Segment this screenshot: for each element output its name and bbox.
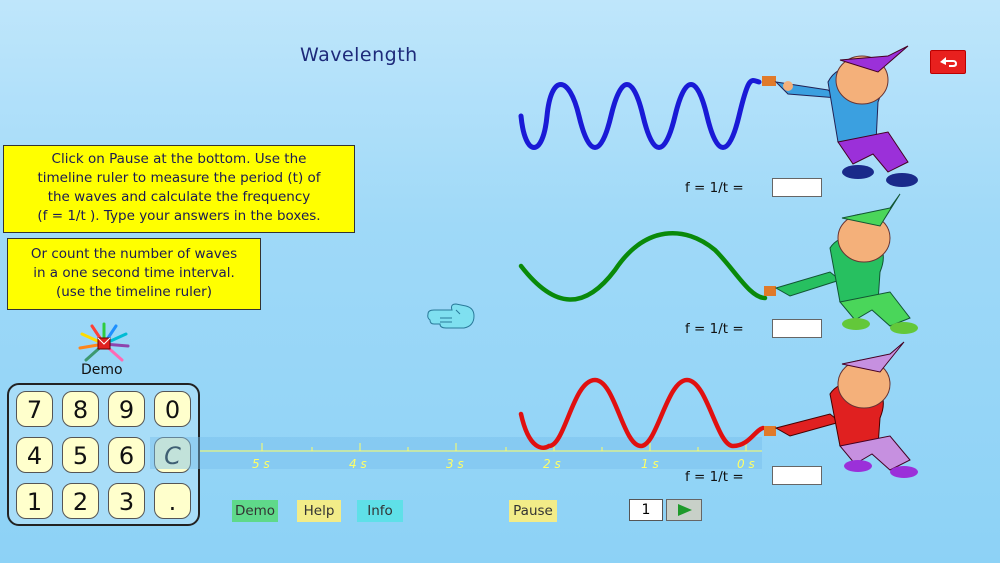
wave-top: [518, 78, 762, 150]
instruction-line: the waves and calculate the frequency: [47, 189, 311, 205]
wave-middle: [518, 230, 768, 302]
instruction-line: in a one second time interval.: [33, 265, 235, 281]
answer-input-top[interactable]: [772, 178, 822, 197]
answer-input-middle[interactable]: [772, 319, 822, 338]
key-7[interactable]: 7: [16, 391, 53, 427]
key-3[interactable]: 3: [108, 483, 145, 519]
demo-button[interactable]: Demo: [232, 500, 278, 522]
frame-input[interactable]: 1: [629, 499, 663, 521]
key-6[interactable]: 6: [108, 437, 145, 473]
key-4[interactable]: 4: [16, 437, 53, 473]
key-9[interactable]: 9: [108, 391, 145, 427]
key-8[interactable]: 8: [62, 391, 99, 427]
gnome-top: [762, 45, 918, 187]
gnome-bottom: [764, 341, 918, 478]
info-button[interactable]: Info: [357, 500, 403, 522]
instruction-line: timeline ruler to measure the period (t)…: [37, 170, 321, 186]
formula-label-top: f = 1/t =: [685, 180, 744, 196]
keypad: 7 8 9 0 4 5 6 C 1 2 3 .: [7, 383, 200, 526]
instruction-line: (f = 1/t ). Type your answers in the box…: [37, 208, 321, 224]
formula-label-bottom: f = 1/t =: [685, 469, 744, 485]
answer-input-bottom[interactable]: [772, 466, 822, 485]
key-clear[interactable]: C: [154, 437, 191, 473]
play-icon: [678, 504, 692, 516]
instruction-line: (use the timeline ruler): [55, 284, 213, 300]
key-0[interactable]: 0: [154, 391, 191, 427]
key-2[interactable]: 2: [62, 483, 99, 519]
instructions-box: Click on Pause at the bottom. Use the ti…: [3, 145, 355, 233]
timeline-label: 4 s: [349, 457, 367, 471]
gnome-middle: [764, 193, 918, 334]
back-arrow-icon: [940, 57, 957, 67]
timeline-label: 1 s: [641, 457, 659, 471]
instruction-line: Or count the number of waves: [30, 246, 238, 262]
timeline-label: 3 s: [446, 457, 464, 471]
timeline-label: 0 s: [737, 457, 755, 471]
step-button[interactable]: [666, 499, 702, 521]
key-5[interactable]: 5: [62, 437, 99, 473]
pause-button[interactable]: Pause: [509, 500, 557, 522]
page-title: Wavelength: [300, 44, 418, 66]
wave-bottom: [518, 377, 766, 450]
timeline-label: 5 s: [252, 457, 270, 471]
back-button[interactable]: [930, 50, 966, 74]
key-decimal[interactable]: .: [154, 483, 191, 519]
instruction-line: Click on Pause at the bottom. Use the: [51, 151, 307, 167]
timeline-label: 2 s: [543, 457, 561, 471]
pointing-hand-icon: [426, 300, 476, 332]
instructions-alt-box: Or count the number of waves in a one se…: [7, 238, 261, 310]
demo-flower-icon[interactable]: [76, 322, 132, 366]
timeline-ruler[interactable]: [150, 437, 762, 469]
help-button[interactable]: Help: [297, 500, 341, 522]
key-1[interactable]: 1: [16, 483, 53, 519]
demo-label: Demo: [81, 362, 123, 378]
formula-label-middle: f = 1/t =: [685, 321, 744, 337]
